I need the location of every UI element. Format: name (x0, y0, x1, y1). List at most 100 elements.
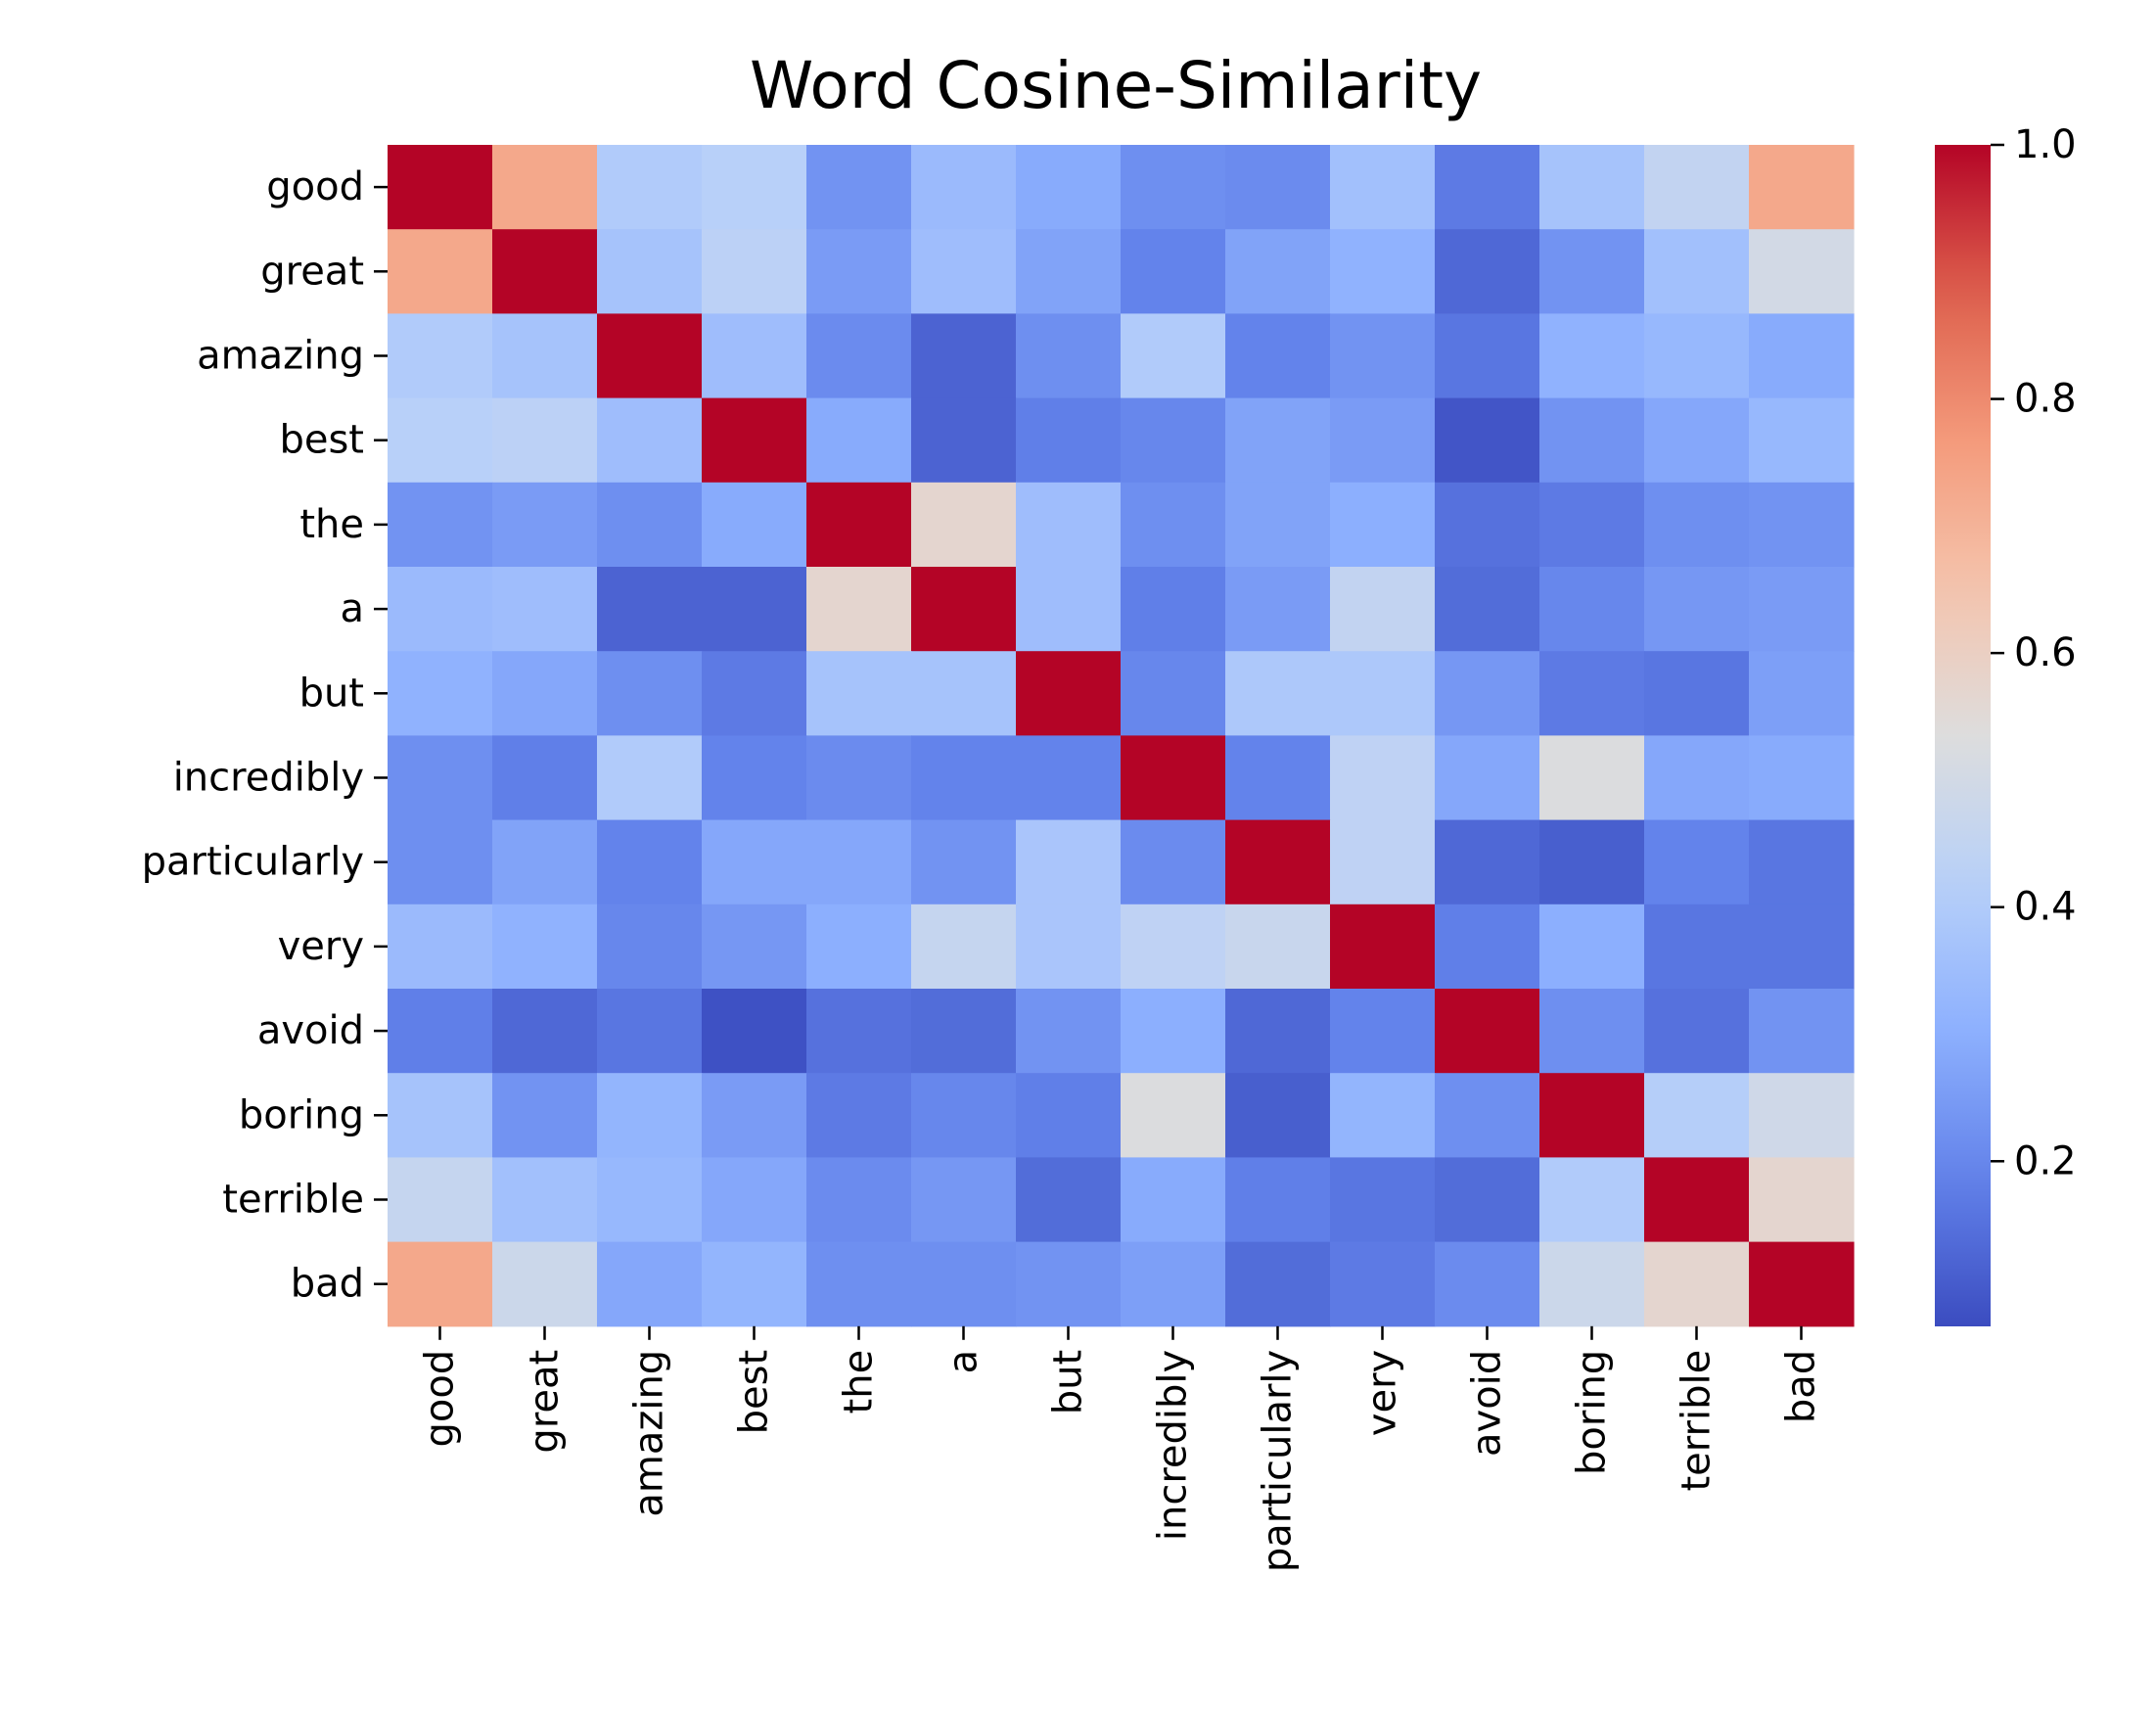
heatmap-cell-a-avoid (1435, 567, 1540, 652)
heatmap-cell-avoid-very (1330, 989, 1436, 1074)
heatmap-cell-but-best (702, 651, 807, 736)
heatmap-cell-amazing-boring (1539, 313, 1645, 399)
heatmap-cell-amazing-terrible (1644, 313, 1750, 399)
y-tick-label-great: great (260, 249, 364, 294)
heatmap-cell-boring-very (1330, 1073, 1436, 1158)
heatmap-cell-the-avoid (1435, 482, 1540, 568)
x-tick-label-amazing: amazing (627, 1350, 672, 1517)
heatmap-cell-very-but (1016, 904, 1122, 990)
colorbar-gradient (1935, 145, 1991, 1326)
heatmap-cell-the-incredibly (1121, 482, 1226, 568)
heatmap-cell-bad-but (1016, 1241, 1122, 1327)
heatmap-cell-particularly-good (388, 819, 493, 905)
heatmap-cell-best-a (911, 397, 1017, 484)
heatmap-cell-good-amazing (597, 145, 703, 230)
x-axis: good great amazing best the a but incredibly par… (418, 1325, 1824, 1572)
heatmap-cell-the-very (1330, 482, 1436, 568)
x-tick-label-bad: bad (1779, 1350, 1824, 1423)
heatmap-cell-the-great (492, 482, 598, 568)
heatmap-cell-the-amazing (597, 482, 703, 568)
heatmap-cell-but-great (492, 651, 598, 736)
heatmap-cell-terrible-avoid (1435, 1157, 1540, 1243)
heatmap-cell-but-very (1330, 651, 1436, 736)
x-tick-label-great: great (523, 1350, 568, 1454)
heatmap-cell-but-a (911, 651, 1017, 736)
heatmap-cell-boring-particularly (1225, 1073, 1331, 1158)
heatmap-cell-best-very (1330, 397, 1436, 484)
chart-title: Word Cosine-Similarity (750, 48, 1482, 123)
heatmap-cell-good-terrible (1644, 145, 1750, 230)
colorbar-tick-label: 1.0 (2014, 122, 2077, 167)
heatmap-cell-incredibly-the (806, 735, 912, 821)
heatmap-cell-great-great (492, 229, 598, 314)
heatmap-cell-avoid-but (1016, 989, 1122, 1074)
heatmap-cell-a-great (492, 567, 598, 652)
heatmap-cell-particularly-very (1330, 819, 1436, 905)
heatmap-cell-avoid-boring (1539, 989, 1645, 1074)
heatmap-cell-great-incredibly (1121, 229, 1226, 314)
heatmap-cell-incredibly-but (1016, 735, 1122, 821)
heatmap-cell-amazing-but (1016, 313, 1122, 399)
heatmap-cell-particularly-but (1016, 819, 1122, 905)
x-tick-label-avoid: avoid (1465, 1350, 1510, 1457)
heatmap-cell-incredibly-best (702, 735, 807, 821)
y-tick-label-but: but (299, 671, 364, 716)
heatmap-cell-good-bad (1749, 145, 1855, 230)
heatmap-cell-best-but (1016, 397, 1122, 484)
heatmap-cell-terrible-the (806, 1157, 912, 1243)
heatmap-cell-incredibly-very (1330, 735, 1436, 821)
y-tick-label-boring: boring (239, 1092, 364, 1137)
heatmap-cell-avoid-great (492, 989, 598, 1074)
heatmap-cell-terrible-best (702, 1157, 807, 1243)
heatmap-cell-great-very (1330, 229, 1436, 314)
x-tick-label-boring: boring (1570, 1350, 1615, 1475)
heatmap-cell-bad-bad (1749, 1241, 1855, 1327)
y-tick-label-best: best (279, 418, 364, 463)
heatmap-cell-terrible-incredibly (1121, 1157, 1226, 1243)
heatmap-cell-amazing-great (492, 313, 598, 399)
heatmap-cell-avoid-particularly (1225, 989, 1331, 1074)
heatmap-cell-a-but (1016, 567, 1122, 652)
heatmap-cell-good-but (1016, 145, 1122, 230)
heatmap-cell-but-boring (1539, 651, 1645, 736)
heatmap-cell-great-avoid (1435, 229, 1540, 314)
heatmap-cell-very-bad (1749, 904, 1855, 990)
heatmap-cell-the-best (702, 482, 807, 568)
y-tick-label-particularly: particularly (142, 840, 364, 885)
heatmap-cell-great-particularly (1225, 229, 1331, 314)
colorbar-tick-label: 0.4 (2014, 885, 2077, 930)
heatmap-cell-boring-terrible (1644, 1073, 1750, 1158)
heatmap-cell-the-but (1016, 482, 1122, 568)
x-tick-label-the: the (837, 1350, 882, 1414)
y-tick-label-amazing: amazing (197, 334, 364, 379)
heatmap-cell-a-amazing (597, 567, 703, 652)
heatmap-cell-amazing-best (702, 313, 807, 399)
heatmap-cell-incredibly-great (492, 735, 598, 821)
x-tick-label-very: very (1360, 1350, 1405, 1436)
heatmap-cell-the-the (806, 482, 912, 568)
heatmap-cell-amazing-good (388, 313, 493, 399)
heatmap-cell-but-particularly (1225, 651, 1331, 736)
heatmap-cell-boring-the (806, 1073, 912, 1158)
heatmap-cell-bad-a (911, 1241, 1017, 1327)
heatmap-cell-good-avoid (1435, 145, 1540, 230)
y-tick-label-terrible: terrible (222, 1178, 364, 1223)
heatmap-cell-a-good (388, 567, 493, 652)
heatmap-cell-bad-terrible (1644, 1241, 1750, 1327)
heatmap-cell-boring-bad (1749, 1073, 1855, 1158)
heatmap-cell-terrible-very (1330, 1157, 1436, 1243)
y-tick-label-incredibly: incredibly (173, 756, 364, 801)
heatmap-cell-best-amazing (597, 397, 703, 484)
x-tick-label-incredibly: incredibly (1151, 1350, 1196, 1541)
heatmap-cell-best-the (806, 397, 912, 484)
y-tick-label-good: good (266, 164, 364, 209)
heatmap-cell-particularly-avoid (1435, 819, 1540, 905)
heatmap-cell-incredibly-bad (1749, 735, 1855, 821)
heatmap-cell-incredibly-good (388, 735, 493, 821)
heatmap-cell-a-boring (1539, 567, 1645, 652)
heatmap-cell-terrible-boring (1539, 1157, 1645, 1243)
heatmap-cell-bad-best (702, 1241, 807, 1327)
heatmap-cell-particularly-the (806, 819, 912, 905)
x-tick-label-best: best (732, 1350, 777, 1435)
heatmap-cell-particularly-particularly (1225, 819, 1331, 905)
